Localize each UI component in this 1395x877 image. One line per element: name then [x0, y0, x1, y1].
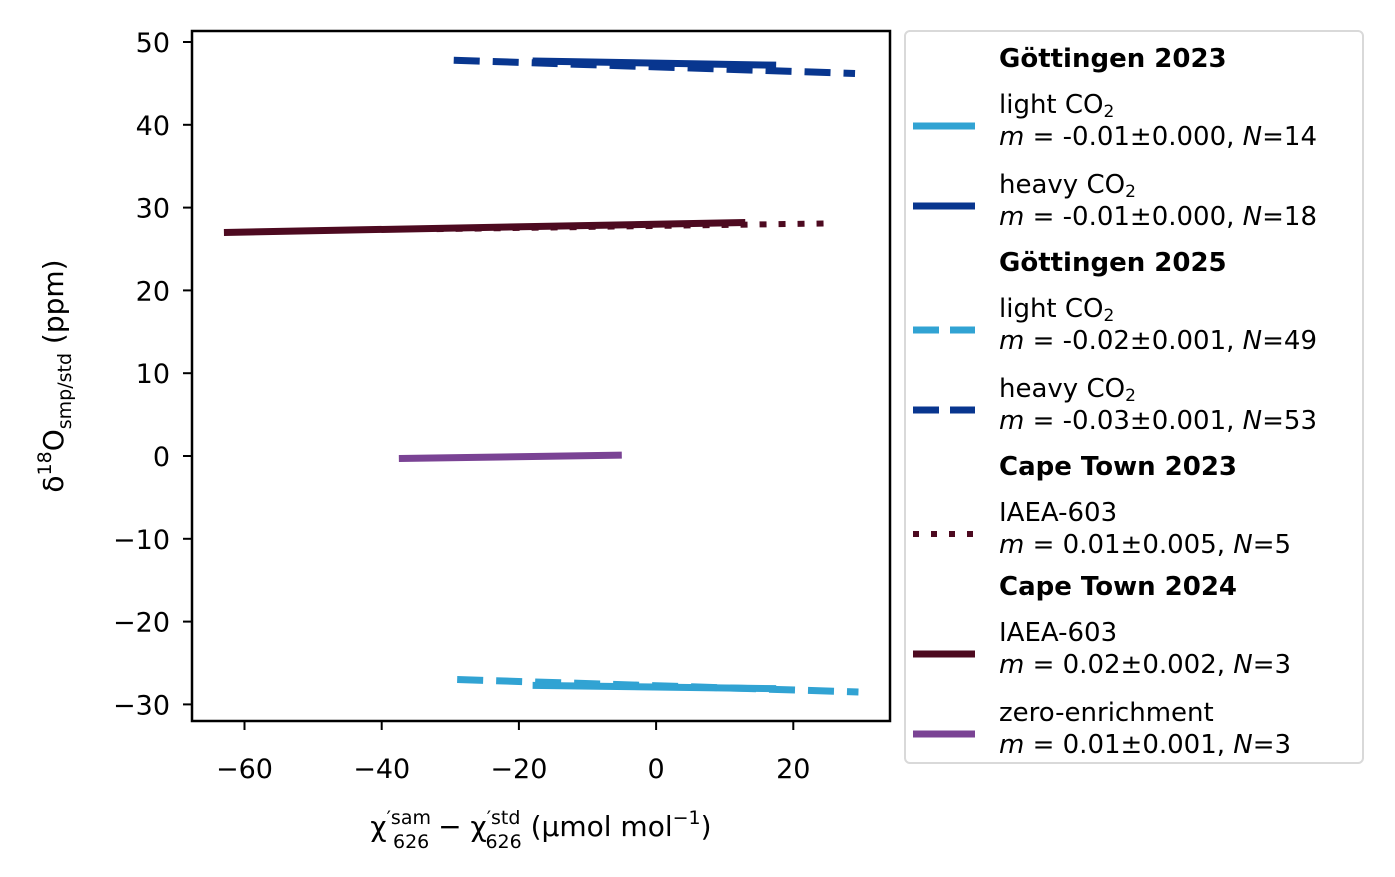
y-tick-label: 20 — [136, 276, 170, 307]
x-tick-label: −20 — [490, 754, 547, 785]
legend-label: heavy CO2 m = -0.03±0.001, N=53 — [999, 374, 1317, 436]
legend-entry: IAEA-603 m = 0.01±0.005, N=5 — [906, 497, 1362, 569]
y-tick-label: 40 — [136, 111, 170, 142]
legend-group-title: Cape Town 2023 — [999, 452, 1238, 482]
legend-group-title: Göttingen 2025 — [999, 248, 1227, 278]
legend-entry: IAEA-603 m = 0.02±0.002, N=3 — [906, 617, 1362, 689]
legend-swatch — [913, 122, 975, 130]
y-axis-label: δ18Osmp/std (ppm) — [34, 259, 76, 492]
y-tick-label: −10 — [113, 525, 170, 556]
series-line-gott23_heavy — [532, 57, 777, 69]
legend-entry: light CO2 m = -0.01±0.000, N=14 — [906, 89, 1362, 161]
legend-swatch — [913, 326, 975, 334]
x-tick-label: −60 — [216, 754, 273, 785]
y-axis-ticks: −30 −20 −10 0 10 20 30 40 50 — [113, 28, 192, 721]
legend-label: heavy CO2 m = -0.01±0.000, N=18 — [999, 170, 1317, 232]
legend-label: IAEA-603 m = 0.01±0.005, N=5 — [999, 498, 1292, 560]
series-line-gott23_light — [532, 681, 777, 693]
legend-swatch — [913, 531, 975, 537]
plot-frame — [190, 29, 892, 723]
legend-entry: heavy CO2 m = -0.01±0.000, N=18 — [906, 169, 1362, 241]
legend-group-title: Cape Town 2024 — [999, 572, 1238, 602]
x-tick-label: 20 — [776, 754, 810, 785]
legend-label: IAEA-603 m = 0.02±0.002, N=3 — [999, 618, 1292, 680]
legend-swatch — [913, 730, 975, 738]
x-tick-label: 0 — [648, 754, 665, 785]
legend-label: light CO2 m = -0.02±0.001, N=49 — [999, 294, 1317, 356]
x-axis-ticks: −60 −40 −20 0 20 — [216, 721, 810, 785]
series-line-ct24_iaea — [223, 219, 746, 236]
y-tick-label: 30 — [136, 194, 170, 225]
legend: Göttingen 2023 light CO2 m = -0.01±0.000, … — [904, 30, 1364, 764]
legend-label: light CO2 m = -0.01±0.000, N=14 — [999, 90, 1317, 152]
legend-swatch — [913, 202, 975, 210]
legend-entry: heavy CO2 m = -0.03±0.001, N=53 — [906, 373, 1362, 445]
legend-group-title: Göttingen 2023 — [999, 44, 1227, 74]
x-tick-label: −40 — [353, 754, 410, 785]
y-tick-label: 0 — [153, 442, 170, 473]
legend-entry: zero-enrichment m = 0.01±0.001, N=3 — [906, 697, 1362, 769]
legend-entry: light CO2 m = -0.02±0.001, N=49 — [906, 293, 1362, 365]
y-tick-label: 10 — [136, 359, 170, 390]
y-tick-label: −20 — [113, 608, 170, 639]
legend-swatch — [913, 650, 975, 658]
series-line-gott25_heavy — [453, 56, 856, 77]
y-tick-label: −30 — [113, 690, 170, 721]
series-line-ct24_zero — [398, 451, 622, 462]
legend-label: zero-enrichment m = 0.01±0.001, N=3 — [999, 698, 1292, 760]
y-tick-label: 50 — [136, 28, 170, 59]
series-lines — [223, 56, 859, 696]
x-axis-label: χ′sam 626 − χ′std 626 (µmol mol−1) — [370, 807, 711, 853]
legend-swatch — [913, 406, 975, 414]
